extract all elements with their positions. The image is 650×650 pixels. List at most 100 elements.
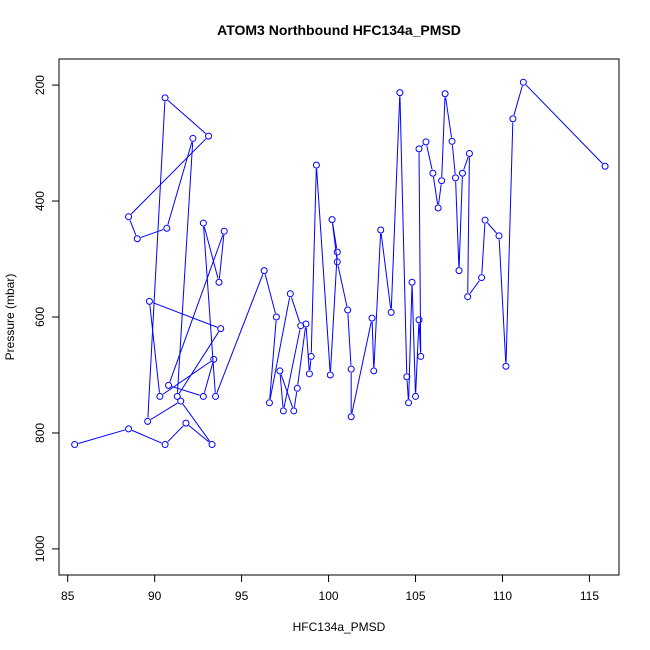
series-segment xyxy=(188,425,210,443)
series-segment xyxy=(269,297,291,400)
x-tick-label: 95 xyxy=(235,589,249,603)
series-segment xyxy=(415,323,420,393)
y-tick-label: 200 xyxy=(33,75,47,95)
data-point xyxy=(415,145,423,153)
series-segment xyxy=(147,101,166,418)
series-segment xyxy=(283,329,301,408)
data-point xyxy=(422,138,430,146)
series-segment xyxy=(347,313,352,366)
series-segment xyxy=(162,361,211,395)
series-segment xyxy=(421,144,424,147)
series-segment xyxy=(481,223,486,274)
series-segment xyxy=(130,138,207,215)
series-segment xyxy=(218,234,225,279)
series-segment xyxy=(451,145,456,175)
series-segment xyxy=(316,168,331,372)
series-segment xyxy=(455,181,460,267)
data-point xyxy=(161,441,169,449)
data-point xyxy=(415,316,423,324)
series-segment xyxy=(216,273,264,394)
series-segment xyxy=(182,403,211,442)
series-segment xyxy=(380,233,392,309)
series-lines xyxy=(78,84,603,444)
x-tick-label: 90 xyxy=(148,589,162,603)
data-point xyxy=(333,248,341,256)
series-points xyxy=(71,78,609,449)
series-segment xyxy=(408,285,413,400)
data-point xyxy=(260,267,268,275)
data-point xyxy=(165,381,173,389)
data-point xyxy=(156,392,164,400)
series-segment xyxy=(498,239,507,363)
series-segment xyxy=(373,233,382,368)
data-point xyxy=(265,399,273,407)
series-segment xyxy=(291,297,301,323)
series-segment xyxy=(411,285,416,393)
data-point xyxy=(326,371,334,379)
series-segment xyxy=(351,321,372,414)
x-axis-label: HFC134a_PMSD xyxy=(293,620,386,634)
data-point xyxy=(293,384,301,392)
data-point xyxy=(276,367,284,375)
series-segment xyxy=(441,97,446,177)
series-segment xyxy=(167,141,193,225)
series-segment xyxy=(269,320,277,400)
data-point xyxy=(173,392,181,400)
data-point xyxy=(210,355,218,363)
data-point xyxy=(272,313,280,321)
data-point xyxy=(199,219,207,227)
data-point xyxy=(290,407,298,415)
data-point xyxy=(370,367,378,375)
data-point xyxy=(396,89,404,97)
data-point xyxy=(344,306,352,314)
series-segment xyxy=(167,425,184,443)
data-point xyxy=(502,362,510,370)
data-point xyxy=(161,94,169,102)
y-tick-label: 400 xyxy=(33,191,47,211)
data-point xyxy=(279,407,287,415)
data-point xyxy=(438,177,446,185)
plot-frame xyxy=(58,58,620,576)
data-point xyxy=(217,325,225,333)
series-segment xyxy=(131,429,162,444)
data-point xyxy=(182,419,190,427)
series-segment xyxy=(297,327,306,385)
data-point xyxy=(509,115,517,123)
y-tick-label: 1000 xyxy=(33,535,47,562)
data-point xyxy=(305,370,313,378)
data-point xyxy=(312,161,320,169)
series-segment xyxy=(418,152,422,353)
data-point xyxy=(455,267,463,275)
series-segment xyxy=(169,234,224,383)
series-segment xyxy=(469,280,480,294)
data-point xyxy=(387,308,395,316)
data-point xyxy=(177,397,185,405)
data-point xyxy=(452,174,460,182)
data-point xyxy=(302,320,310,328)
y-axis-label: Pressure (mbar) xyxy=(3,274,17,361)
data-point xyxy=(212,392,220,400)
y-tick-label: 800 xyxy=(33,423,47,443)
x-tick-label: 85 xyxy=(61,589,75,603)
series-segment xyxy=(129,220,137,236)
data-point xyxy=(333,258,341,266)
data-point xyxy=(458,169,466,177)
data-point xyxy=(478,274,486,282)
series-segment xyxy=(467,157,470,293)
series-segment xyxy=(310,168,317,353)
data-point xyxy=(133,235,141,243)
series-segment xyxy=(78,429,126,444)
plot-area xyxy=(71,78,609,449)
x-axis: 85 90 95 100 105 110 115 xyxy=(61,574,599,603)
series-segment xyxy=(426,145,433,170)
data-point xyxy=(448,137,456,145)
data-point xyxy=(145,297,153,305)
data-point xyxy=(408,278,416,286)
series-segment xyxy=(330,255,338,372)
chart-title: ATOM3 Northbound HFC134a_PMSD xyxy=(217,22,461,38)
data-point xyxy=(328,216,336,224)
data-point xyxy=(429,169,437,177)
data-point xyxy=(208,441,216,449)
data-point xyxy=(464,293,472,301)
